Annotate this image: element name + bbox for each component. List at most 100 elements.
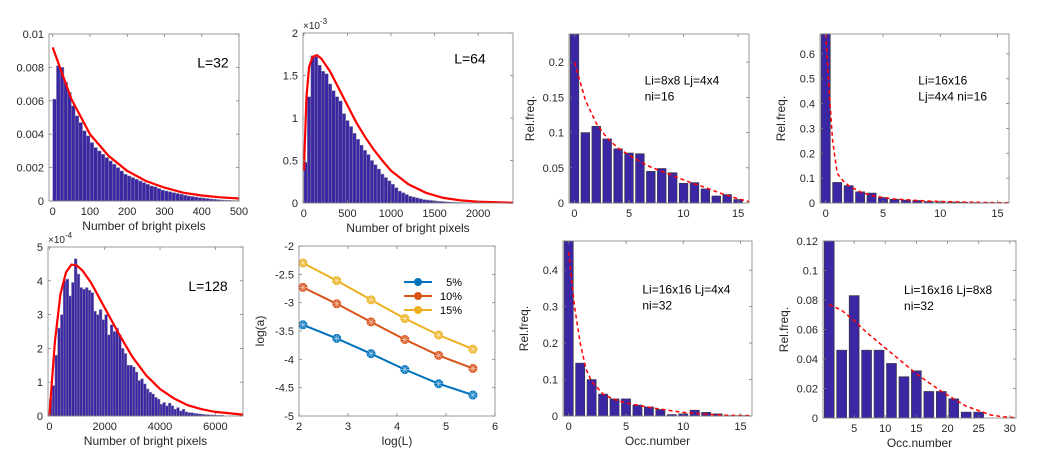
bar <box>170 405 175 417</box>
annotation-text: ni=32 <box>642 299 672 313</box>
point-marker <box>367 317 376 326</box>
bar <box>646 171 656 204</box>
bar <box>689 182 700 204</box>
bar <box>149 185 154 202</box>
bar <box>635 153 645 204</box>
y-tick-label: 4 <box>37 276 43 288</box>
bar <box>328 83 333 204</box>
bar <box>848 295 860 419</box>
chart-occ-8x8-4x4-16: 0 5 10 15 0 0.05 0.1 0.15 0.2 Rel.freq. Li=8x8 Lj=… <box>523 33 750 220</box>
bar <box>911 370 922 419</box>
fit-curve <box>824 33 1010 204</box>
bar <box>98 309 103 417</box>
bar <box>179 410 183 417</box>
fit-curve <box>573 61 750 203</box>
y-tick-label: 0 <box>552 411 558 423</box>
x-tick-label: 4 <box>394 421 400 433</box>
point-marker <box>468 391 477 400</box>
bar <box>352 133 357 204</box>
y-tick-label: 0.06 <box>797 325 818 337</box>
annotation-text: Li=8x8 Lj=4x4 <box>645 74 720 88</box>
x-tick-label: 15 <box>910 423 922 435</box>
bar <box>119 170 124 202</box>
chart-hist-L128: 0 2000 4000 6000 0 1 2 3 4 5 ×10-4 Number of bright… <box>37 231 244 448</box>
bar <box>355 139 360 204</box>
bar <box>644 406 654 417</box>
legend-marker <box>414 292 422 300</box>
bar <box>201 197 206 202</box>
bar <box>314 56 319 204</box>
y-tick-label: -5 <box>284 411 294 423</box>
bar <box>307 96 312 204</box>
bar <box>137 380 141 417</box>
bar <box>74 258 78 417</box>
bar <box>383 177 388 204</box>
bar <box>151 393 155 417</box>
y-tick-label: 0 <box>38 196 44 208</box>
y-tick-label: 0.6 <box>800 49 815 61</box>
y-tick-label: -2 <box>284 241 294 253</box>
bar <box>74 115 80 202</box>
bar <box>598 393 608 417</box>
plot-area <box>299 246 495 416</box>
x-tick-label: 10 <box>677 421 689 433</box>
legend-marker <box>414 278 422 286</box>
point-marker <box>400 365 409 374</box>
bar <box>575 362 586 417</box>
bar <box>93 310 97 417</box>
x-tick-label: 500 <box>230 206 248 218</box>
y-tick-label: 0.4 <box>800 99 815 111</box>
bar <box>138 180 143 202</box>
x-tick-label: 500 <box>338 208 356 220</box>
bar <box>115 327 119 417</box>
bar <box>580 132 591 204</box>
x-axis-label: Number of bright pixels <box>82 219 205 233</box>
bar <box>836 349 847 419</box>
plot-area <box>820 34 1009 203</box>
bar <box>171 192 176 202</box>
bar <box>85 287 89 417</box>
bar <box>175 193 180 202</box>
x-tick-label: 0 <box>301 208 307 220</box>
bar <box>63 82 68 202</box>
annotation-text: ni=16 <box>645 90 675 104</box>
x-tick-label: 100 <box>81 206 99 218</box>
bar <box>56 65 61 202</box>
bar <box>145 388 150 417</box>
bar <box>162 402 166 417</box>
bar <box>190 196 195 202</box>
point-marker <box>298 283 307 292</box>
bar <box>104 314 108 417</box>
x-tick-label: 5 <box>851 423 857 435</box>
bar <box>411 196 416 204</box>
y-tick-label: 0.3 <box>543 302 558 314</box>
bar <box>197 197 202 202</box>
x-tick-label: 1500 <box>422 208 446 220</box>
bar <box>632 404 643 417</box>
y-tick-label: 3 <box>37 310 43 322</box>
y-exponent-label: ×10-4 <box>48 231 73 246</box>
x-tick-label: 15 <box>732 208 744 220</box>
x-tick-label: 3 <box>345 421 351 433</box>
bar <box>126 175 132 202</box>
axes-box <box>819 33 1010 204</box>
bar <box>181 408 186 417</box>
bar <box>156 188 162 202</box>
bar <box>148 392 152 417</box>
x-tick-label: 4000 <box>148 421 172 433</box>
point-marker <box>434 379 443 388</box>
bar <box>376 168 381 204</box>
bar <box>843 185 854 204</box>
bar <box>134 371 139 417</box>
series-line-5% <box>302 323 474 396</box>
bar <box>108 160 113 202</box>
y-tick-label: 5 <box>37 242 43 254</box>
bar <box>317 65 322 204</box>
y-axis-label: log(a) <box>253 316 267 347</box>
bar <box>71 105 76 202</box>
y-tick-label: 1 <box>292 113 298 125</box>
bar <box>331 90 336 204</box>
bar <box>362 150 367 204</box>
point-marker <box>400 335 409 344</box>
